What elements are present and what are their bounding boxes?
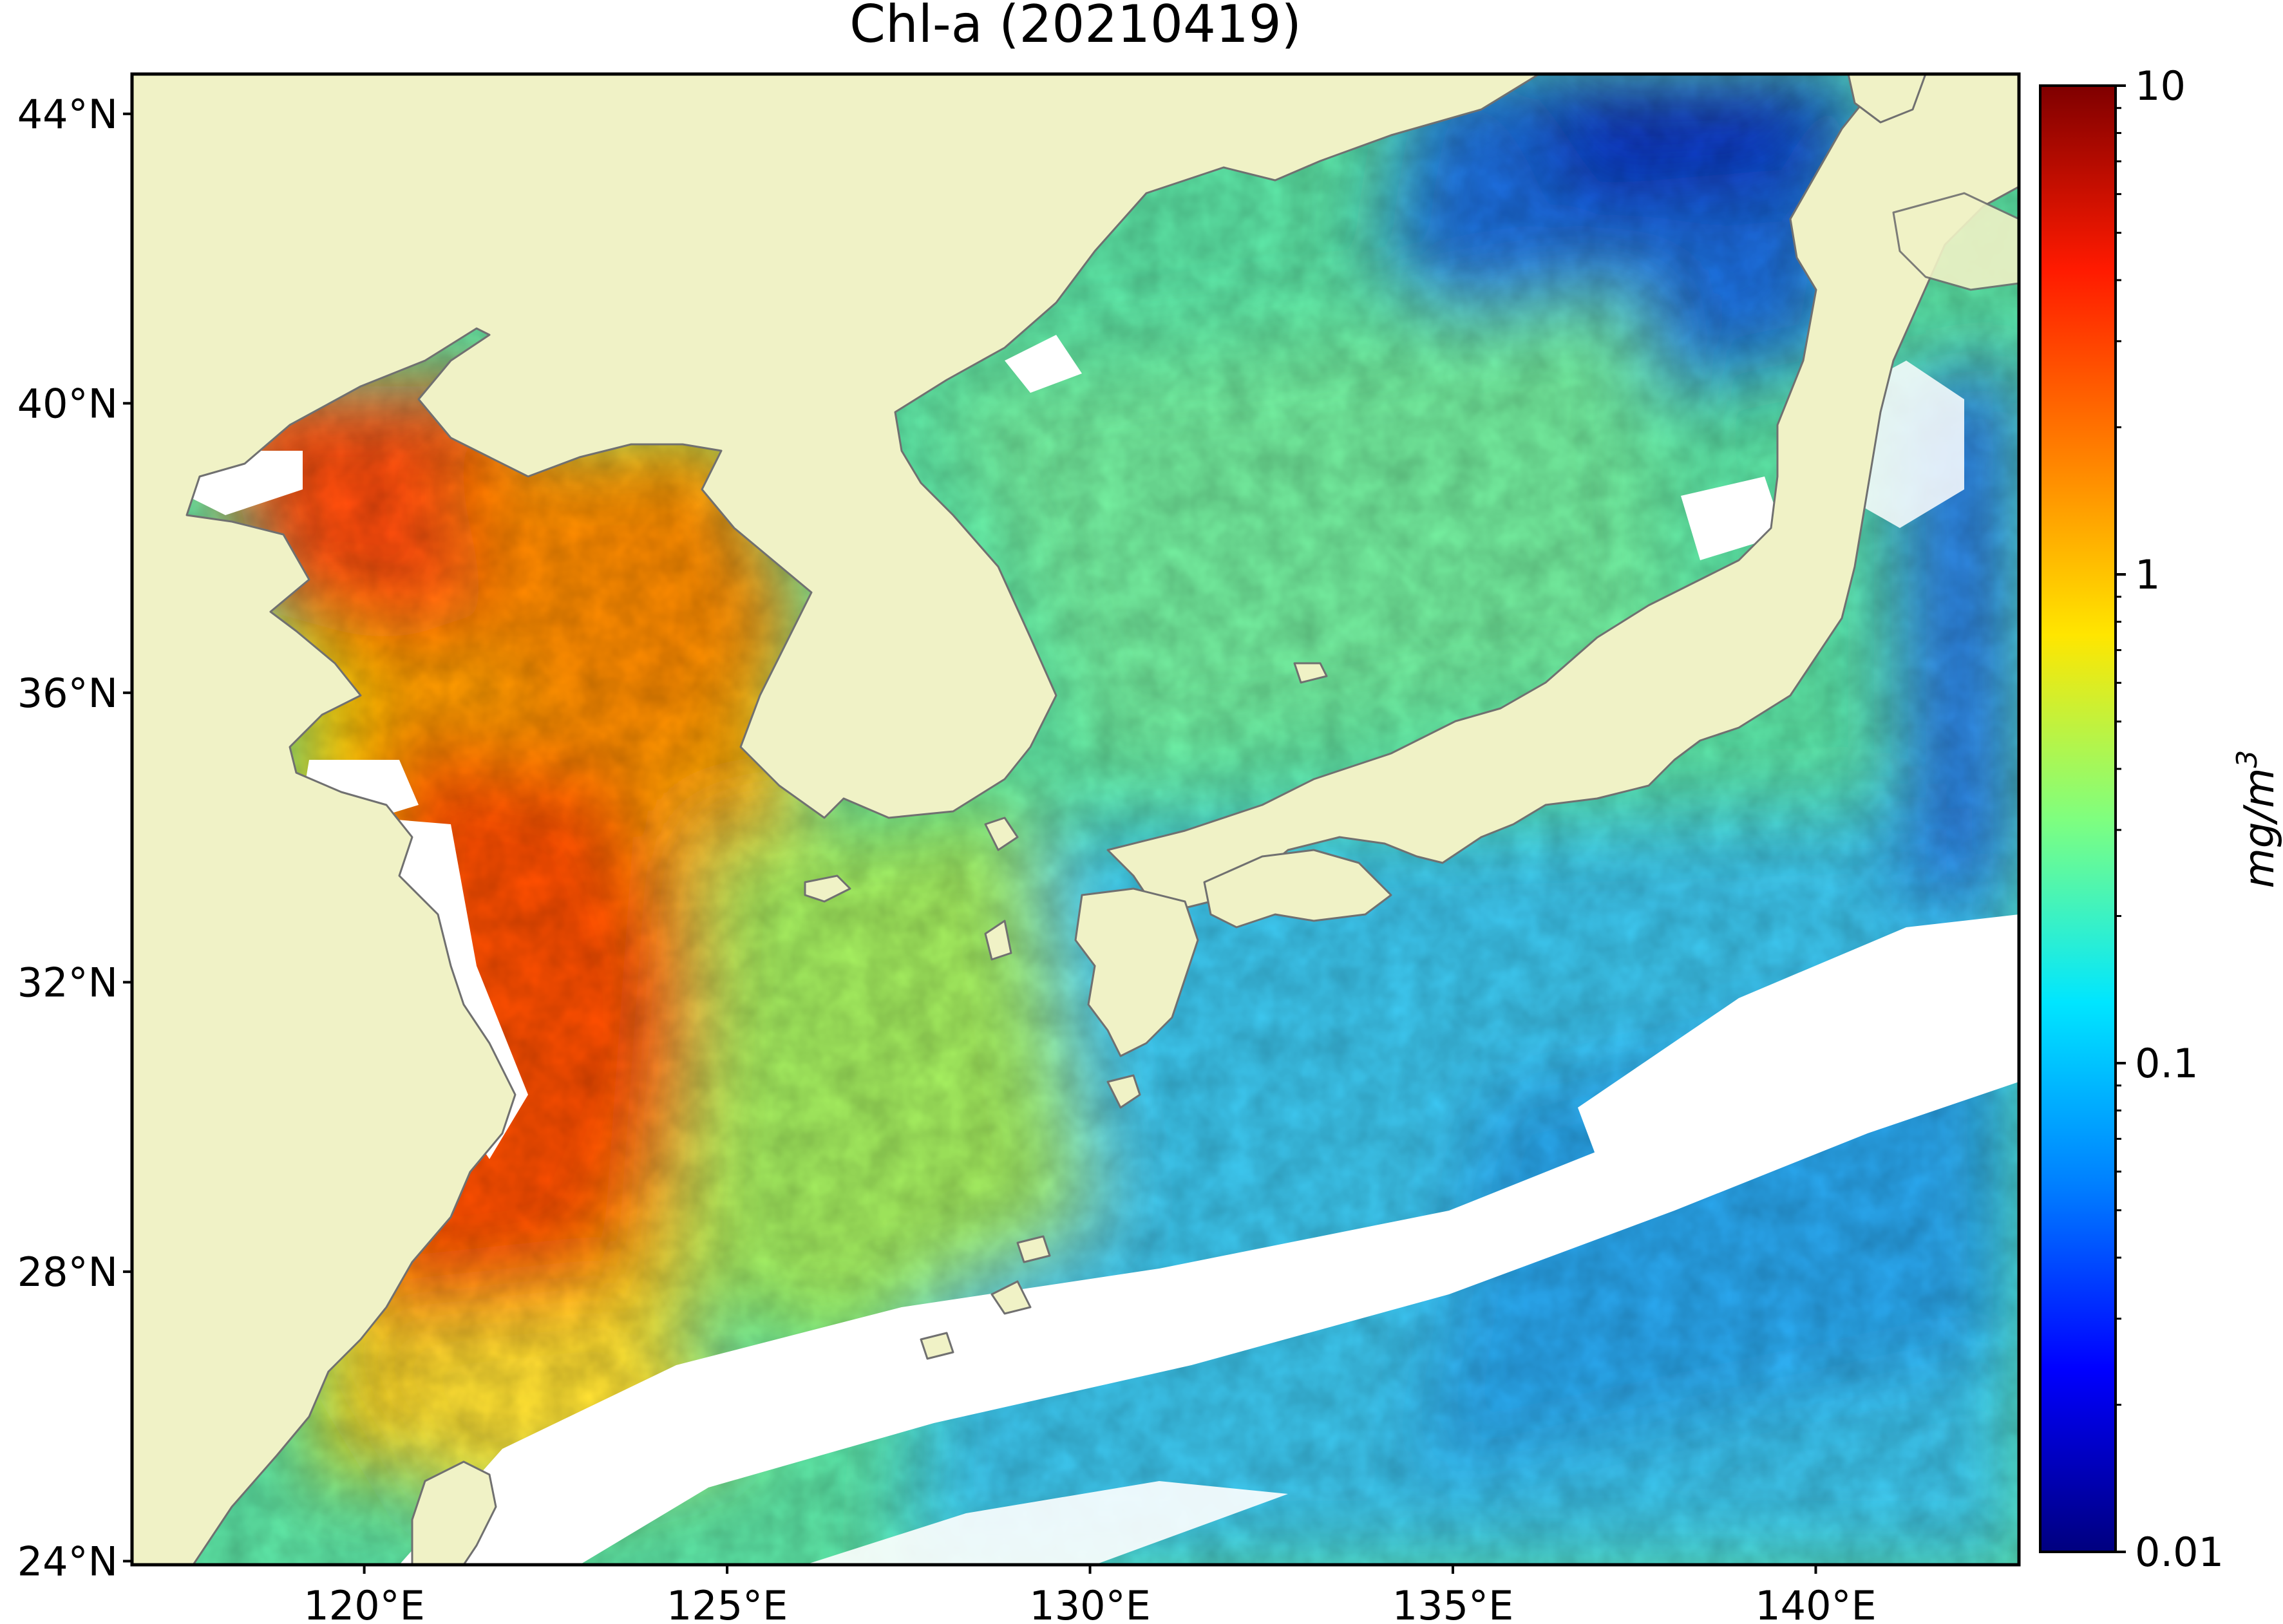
map-panel [132, 74, 2019, 1565]
lat-tick-label: 24°N [17, 1538, 118, 1585]
map-frame [130, 72, 2021, 1567]
colorbar-gradient [2039, 84, 2117, 1553]
lon-tick-label: 120°E [303, 1582, 425, 1624]
colorbar-ticks: 0.01 0.1 1 10 [2116, 62, 2224, 1576]
lat-tick-label: 28°N [17, 1249, 118, 1296]
lat-tick-label: 44°N [17, 91, 118, 138]
colorbar-label: mg/m3 [2231, 750, 2283, 889]
colorbar: 0.01 0.1 1 10 mg/m3 [2039, 62, 2283, 1576]
lat-tick-label: 36°N [17, 670, 118, 717]
map-title: Chl-a (20210419) [849, 0, 1302, 54]
latitude-axis: 24°N 28°N 32°N 36°N 40°N 44°N [17, 91, 132, 1585]
lon-tick-label: 135°E [1392, 1582, 1514, 1624]
colorbar-tick-label: 0.01 [2135, 1529, 2224, 1576]
longitude-axis: 120°E 125°E 130°E 135°E 140°E [303, 1565, 1877, 1624]
lat-tick-label: 32°N [17, 959, 118, 1006]
colorbar-tick-label: 0.1 [2135, 1040, 2199, 1087]
lon-tick-label: 125°E [667, 1582, 788, 1624]
land-masses [132, 74, 2019, 1565]
lat-tick-label: 40°N [17, 380, 118, 427]
lon-tick-label: 130°E [1029, 1582, 1151, 1624]
colorbar-tick-label: 10 [2135, 62, 2186, 109]
colorbar-tick-label: 1 [2135, 551, 2160, 598]
lon-tick-label: 140°E [1755, 1582, 1877, 1624]
